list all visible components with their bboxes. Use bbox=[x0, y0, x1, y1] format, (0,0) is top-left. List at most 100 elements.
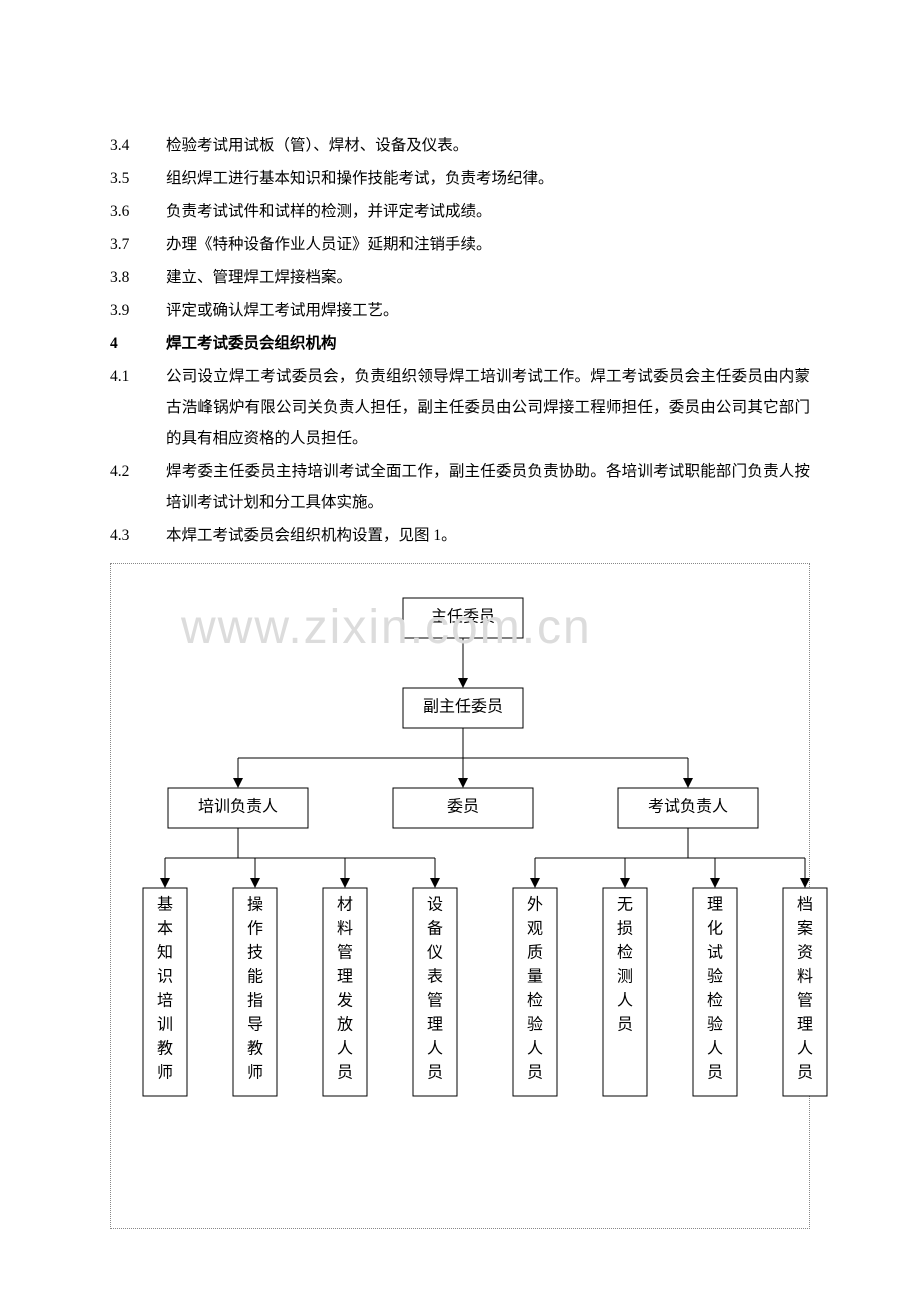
label-leaf-r-2-3: 验 bbox=[707, 968, 723, 986]
label-leaf-l-3-2: 仪 bbox=[427, 945, 443, 962]
label-leaf-r-3-6: 人 bbox=[797, 1040, 813, 1058]
label-leaf-r-0-1: 观 bbox=[527, 921, 543, 938]
label-leaf-l-2-4: 发 bbox=[337, 992, 353, 1010]
label-leaf-r-0-2: 质 bbox=[527, 944, 543, 962]
label-leaf-l-1-0: 操 bbox=[247, 896, 263, 914]
label-leaf-r-2-5: 验 bbox=[707, 1016, 723, 1034]
para-text: 焊工考试委员会组织机构 bbox=[166, 328, 810, 359]
label-leaf-r-0-5: 验 bbox=[527, 1016, 543, 1034]
label-vice-chairman: 副主任委员 bbox=[423, 698, 503, 716]
para-num: 3.6 bbox=[110, 196, 166, 227]
label-leaf-r-1-1: 损 bbox=[617, 920, 633, 938]
label-leaf-r-1-2: 检 bbox=[617, 944, 633, 962]
org-chart-container: www.zixin.com.cn 主任委员副主任委员培训负责人委员考试负责人基本… bbox=[110, 563, 810, 1229]
label-leaf-l-3-5: 理 bbox=[427, 1017, 443, 1034]
para-4-1: 4.1公司设立焊工考试委员会，负责组织领导焊工培训考试工作。焊工考试委员会主任委… bbox=[110, 361, 810, 454]
label-leaf-r-1-0: 无 bbox=[617, 897, 633, 914]
label-leaf-l-2-6: 人 bbox=[337, 1040, 353, 1058]
label-leaf-l-0-1: 本 bbox=[157, 920, 173, 938]
label-leaf-l-0-6: 教 bbox=[157, 1040, 173, 1058]
para-3-5: 3.5组织焊工进行基本知识和操作技能考试，负责考场纪律。 bbox=[110, 163, 810, 194]
label-leaf-r-3-2: 资 bbox=[797, 944, 813, 962]
label-leaf-r-3-1: 案 bbox=[797, 920, 813, 938]
label-leaf-l-2-5: 放 bbox=[337, 1016, 353, 1034]
para-text: 办理《特种设备作业人员证》延期和注销手续。 bbox=[166, 229, 810, 260]
para-3-4: 3.4检验考试用试板（管）、焊材、设备及仪表。 bbox=[110, 130, 810, 161]
para-num: 3.7 bbox=[110, 229, 166, 260]
label-leaf-r-2-4: 检 bbox=[707, 992, 723, 1010]
para-4-2: 4.2焊考委主任委员主持培训考试全面工作，副主任委员负责协助。各培训考试职能部门… bbox=[110, 456, 810, 518]
para-num: 4.1 bbox=[110, 361, 166, 454]
label-leaf-l-0-3: 识 bbox=[157, 968, 173, 986]
label-leaf-r-0-0: 外 bbox=[527, 896, 543, 914]
label-leaf-r-3-3: 料 bbox=[797, 968, 813, 986]
label-mid-1: 委员 bbox=[447, 798, 479, 816]
label-leaf-r-2-6: 人 bbox=[707, 1040, 723, 1058]
label-leaf-l-0-0: 基 bbox=[157, 896, 173, 914]
para-text: 建立、管理焊工焊接档案。 bbox=[166, 262, 810, 293]
label-leaf-r-3-0: 档 bbox=[797, 896, 813, 914]
label-leaf-l-2-1: 料 bbox=[337, 920, 353, 938]
label-leaf-l-0-7: 师 bbox=[157, 1064, 173, 1082]
para-3-8: 3.8建立、管理焊工焊接档案。 bbox=[110, 262, 810, 293]
para-num: 3.9 bbox=[110, 295, 166, 326]
text-body: 3.4检验考试用试板（管）、焊材、设备及仪表。3.5组织焊工进行基本知识和操作技… bbox=[110, 130, 810, 551]
para-text: 组织焊工进行基本知识和操作技能考试，负责考场纪律。 bbox=[166, 163, 810, 194]
para-text: 焊考委主任委员主持培训考试全面工作，副主任委员负责协助。各培训考试职能部门负责人… bbox=[166, 456, 810, 518]
label-leaf-l-2-0: 材 bbox=[337, 896, 353, 914]
label-mid-2: 考试负责人 bbox=[648, 798, 728, 816]
para-3-6: 3.6负责考试试件和试样的检测，并评定考试成绩。 bbox=[110, 196, 810, 227]
para-text: 负责考试试件和试样的检测，并评定考试成绩。 bbox=[166, 196, 810, 227]
para-text: 公司设立焊工考试委员会，负责组织领导焊工培训考试工作。焊工考试委员会主任委员由内… bbox=[166, 361, 810, 454]
label-leaf-r-2-1: 化 bbox=[707, 920, 723, 938]
para-4-3: 4.3本焊工考试委员会组织机构设置，见图 1。 bbox=[110, 520, 810, 551]
label-chairman: 主任委员 bbox=[431, 608, 495, 626]
label-leaf-r-1-3: 测 bbox=[617, 968, 633, 986]
label-leaf-r-0-6: 人 bbox=[527, 1040, 543, 1058]
label-leaf-l-2-3: 理 bbox=[337, 969, 353, 986]
label-leaf-r-3-7: 员 bbox=[797, 1064, 813, 1082]
label-leaf-r-3-5: 理 bbox=[797, 1017, 813, 1034]
label-leaf-l-1-3: 能 bbox=[247, 968, 263, 986]
label-leaf-r-0-3: 量 bbox=[527, 969, 543, 986]
label-leaf-r-0-4: 检 bbox=[527, 992, 543, 1010]
org-chart: 主任委员副主任委员培训负责人委员考试负责人基本知识培训教师操作技能指导教师材料管… bbox=[123, 588, 803, 1208]
label-leaf-l-3-0: 设 bbox=[427, 896, 443, 914]
para-3-7: 3.7办理《特种设备作业人员证》延期和注销手续。 bbox=[110, 229, 810, 260]
label-leaf-l-3-4: 管 bbox=[427, 992, 443, 1010]
label-leaf-r-2-7: 员 bbox=[707, 1064, 723, 1082]
para-num: 4 bbox=[110, 328, 166, 359]
para-text: 本焊工考试委员会组织机构设置，见图 1。 bbox=[166, 520, 810, 551]
label-leaf-l-1-6: 教 bbox=[247, 1040, 263, 1058]
label-leaf-l-1-2: 技 bbox=[247, 944, 263, 962]
label-leaf-r-0-7: 员 bbox=[527, 1064, 543, 1082]
label-leaf-l-3-7: 员 bbox=[427, 1064, 443, 1082]
label-mid-0: 培训负责人 bbox=[198, 798, 278, 816]
label-leaf-l-0-5: 训 bbox=[157, 1016, 173, 1034]
label-leaf-l-3-3: 表 bbox=[427, 968, 443, 986]
label-leaf-l-1-4: 指 bbox=[247, 992, 263, 1010]
label-leaf-l-0-2: 知 bbox=[157, 944, 173, 962]
para-num: 3.8 bbox=[110, 262, 166, 293]
label-leaf-r-2-2: 试 bbox=[707, 944, 723, 962]
para-num: 3.5 bbox=[110, 163, 166, 194]
para-text: 检验考试用试板（管）、焊材、设备及仪表。 bbox=[166, 130, 810, 161]
label-leaf-r-3-4: 管 bbox=[797, 992, 813, 1010]
para-3-9: 3.9评定或确认焊工考试用焊接工艺。 bbox=[110, 295, 810, 326]
label-leaf-l-1-1: 作 bbox=[247, 920, 263, 938]
label-leaf-r-2-0: 理 bbox=[707, 897, 723, 914]
para-4: 4焊工考试委员会组织机构 bbox=[110, 328, 810, 359]
label-leaf-l-1-5: 导 bbox=[247, 1016, 263, 1034]
para-num: 4.3 bbox=[110, 520, 166, 551]
para-num: 4.2 bbox=[110, 456, 166, 518]
label-leaf-l-1-7: 师 bbox=[247, 1064, 263, 1082]
label-leaf-l-0-4: 培 bbox=[157, 992, 173, 1010]
label-leaf-l-2-2: 管 bbox=[337, 944, 353, 962]
para-num: 3.4 bbox=[110, 130, 166, 161]
label-leaf-r-1-4: 人 bbox=[617, 992, 633, 1010]
label-leaf-l-2-7: 员 bbox=[337, 1064, 353, 1082]
label-leaf-r-1-5: 员 bbox=[617, 1016, 633, 1034]
label-leaf-l-3-6: 人 bbox=[427, 1040, 443, 1058]
label-leaf-l-3-1: 备 bbox=[427, 920, 443, 938]
para-text: 评定或确认焊工考试用焊接工艺。 bbox=[166, 295, 810, 326]
